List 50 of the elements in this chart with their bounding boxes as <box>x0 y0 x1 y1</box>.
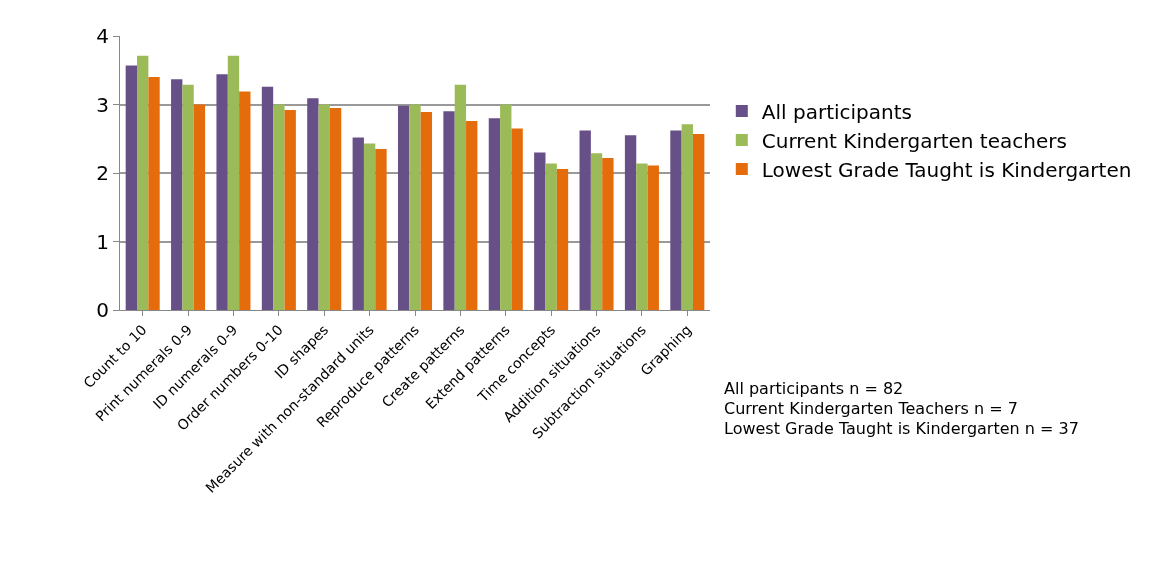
bar <box>579 130 591 310</box>
bar <box>329 107 342 310</box>
bar <box>397 105 410 310</box>
bar <box>284 109 296 310</box>
bar <box>443 111 455 310</box>
bar <box>137 55 149 310</box>
text: All participants n = 82 <box>724 379 904 398</box>
bar <box>375 149 387 310</box>
bar <box>647 165 659 310</box>
bar <box>239 91 251 310</box>
bar <box>171 79 183 310</box>
y-tick-label: 3 <box>96 92 109 117</box>
bar <box>216 74 228 310</box>
bar <box>692 133 705 310</box>
bar <box>182 84 194 310</box>
bar <box>511 128 523 310</box>
bar <box>454 84 467 310</box>
y-tick-label: 1 <box>96 229 109 254</box>
bar <box>352 137 364 310</box>
bar <box>534 152 546 310</box>
y-tick-label: 4 <box>96 24 109 48</box>
legend-label: All participants <box>761 99 912 124</box>
bar <box>636 163 648 310</box>
bar <box>148 77 160 310</box>
bar <box>500 104 512 310</box>
bar <box>602 157 614 310</box>
bar <box>545 163 557 310</box>
bar <box>227 55 240 310</box>
bar <box>363 143 376 310</box>
y-tick-label: 2 <box>96 161 109 185</box>
bar <box>125 65 138 310</box>
bar <box>307 98 319 310</box>
bar <box>466 120 478 310</box>
bar <box>681 124 693 310</box>
text: Lowest Grade Taught is Kindergarten n = 37 <box>724 419 1079 438</box>
bar <box>193 104 206 310</box>
text: Current Kindergarten Teachers n = 7 <box>724 399 1018 418</box>
bar <box>420 112 433 310</box>
bar <box>556 168 569 310</box>
y-tick-label: 0 <box>96 298 109 322</box>
legend-label: Current Kindergarten teachers <box>761 128 1067 153</box>
bar <box>488 118 501 310</box>
bar <box>273 104 285 310</box>
bar <box>261 86 274 310</box>
bar <box>409 104 421 310</box>
legend-label: Lowest Grade Taught is Kindergarten <box>761 157 1132 182</box>
bar <box>590 153 603 310</box>
bar <box>670 130 682 310</box>
bar <box>318 104 330 310</box>
bar <box>624 135 637 310</box>
